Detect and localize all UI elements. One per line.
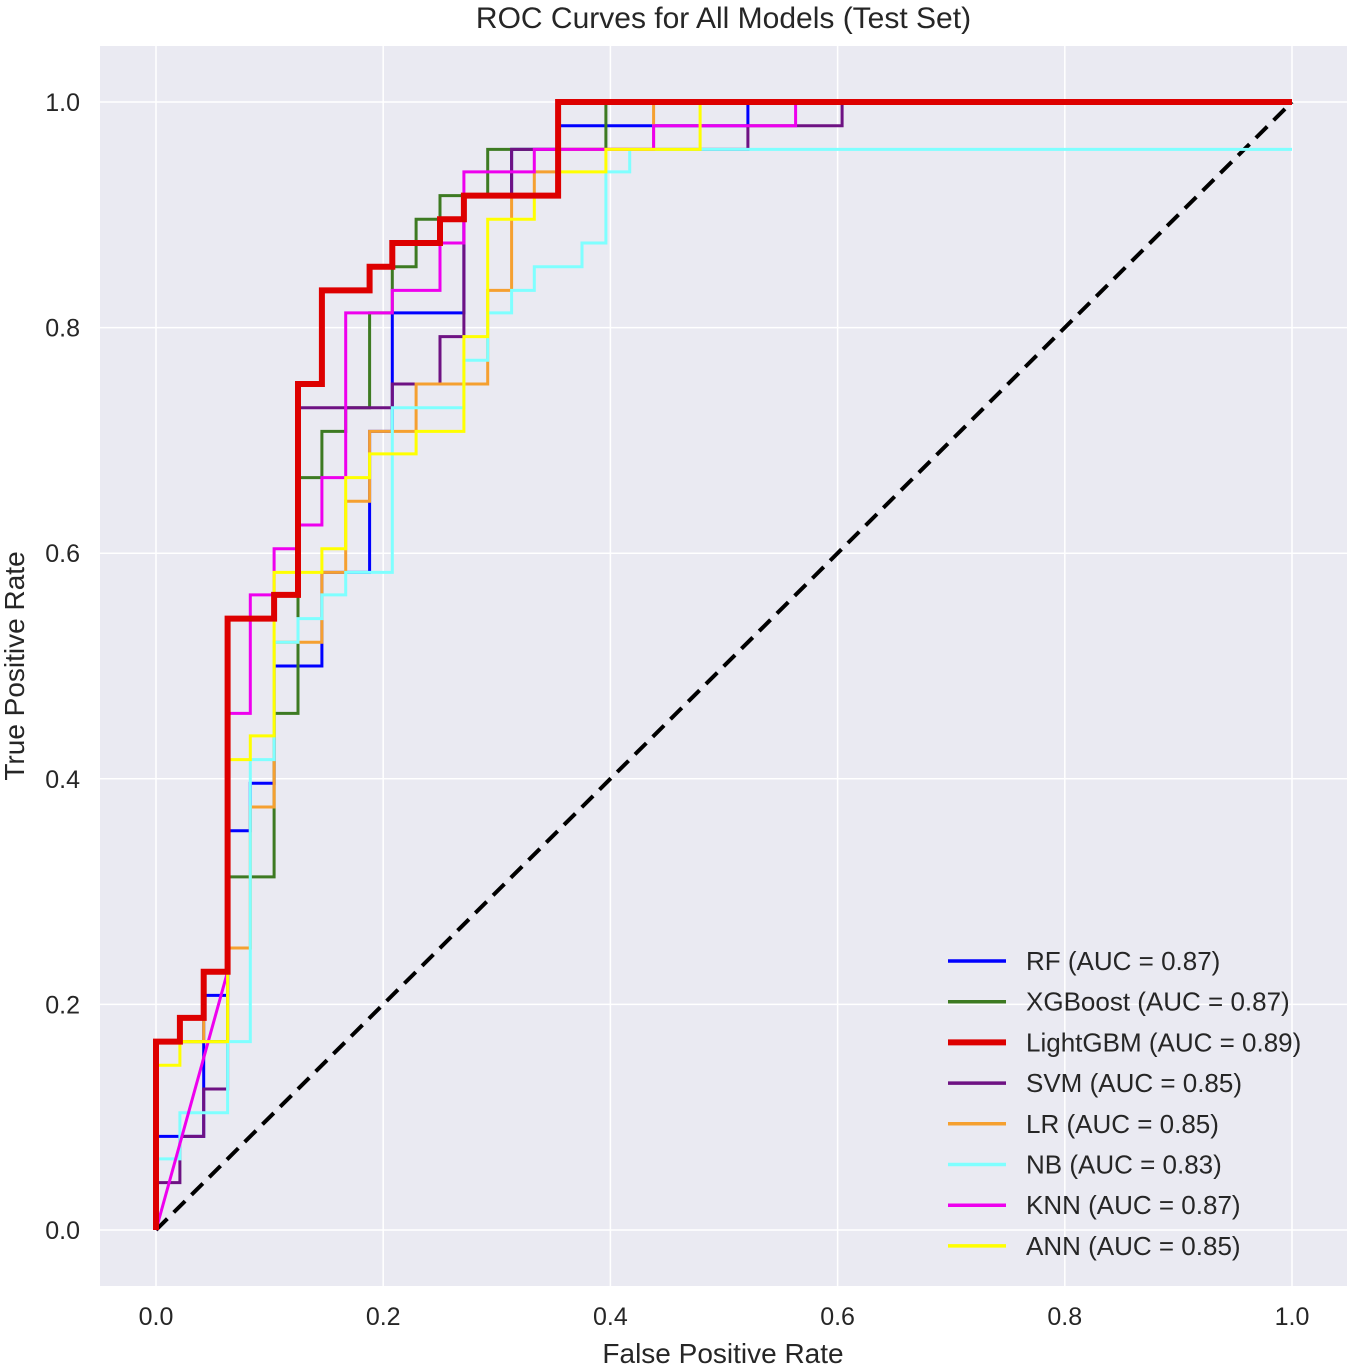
y-tick-label: 0.8 <box>45 315 80 343</box>
x-tick-label: 0.4 <box>593 1303 628 1331</box>
chart-title: ROC Curves for All Models (Test Set) <box>475 2 972 35</box>
x-tick-label: 0.2 <box>366 1303 401 1331</box>
legend-label-xgboost: XGBoost (AUC = 0.87) <box>1026 987 1290 1017</box>
legend-label-knn: KNN (AUC = 0.87) <box>1026 1190 1241 1220</box>
x-tick-label: 0.8 <box>1047 1303 1082 1331</box>
x-tick-label: 0.6 <box>820 1303 855 1331</box>
tick-labels: 0.0 0.2 0.4 0.6 0.8 1.0 0.0 0.2 0.4 0.6 0.8 1.0 <box>45 89 1309 1331</box>
roc-series <box>153 99 1292 1231</box>
x-tick-label: 0.0 <box>139 1303 174 1331</box>
legend-label-svm: SVM (AUC = 0.85) <box>1026 1068 1242 1098</box>
y-tick-label: 0.0 <box>45 1217 80 1245</box>
y-tick-label: 0.6 <box>45 540 80 568</box>
legend: RF (AUC = 0.87) XGBoost (AUC = 0.87) Light… <box>948 946 1301 1261</box>
x-tick-label: 1.0 <box>1275 1303 1310 1331</box>
legend-label-lightgbm: LightGBM (AUC = 0.89) <box>1026 1027 1301 1057</box>
legend-label-rf: RF (AUC = 0.87) <box>1026 946 1220 976</box>
legend-label-nb: NB (AUC = 0.83) <box>1026 1150 1222 1180</box>
series-line-nb <box>154 147 1292 1230</box>
legend-label-ann: ANN (AUC = 0.85) <box>1026 1231 1241 1261</box>
x-axis-label: False Positive Rate <box>602 1338 843 1369</box>
series-line-lightgbm <box>153 99 1292 1230</box>
y-tick-label: 0.4 <box>45 766 80 794</box>
y-tick-label: 0.2 <box>45 991 80 1019</box>
y-tick-label: 1.0 <box>45 89 80 117</box>
diagonal-line <box>154 100 1294 1232</box>
y-axis-label: True Positive Rate <box>0 551 30 780</box>
diagonal-reference <box>154 100 1294 1232</box>
legend-label-lr: LR (AUC = 0.85) <box>1026 1109 1219 1139</box>
